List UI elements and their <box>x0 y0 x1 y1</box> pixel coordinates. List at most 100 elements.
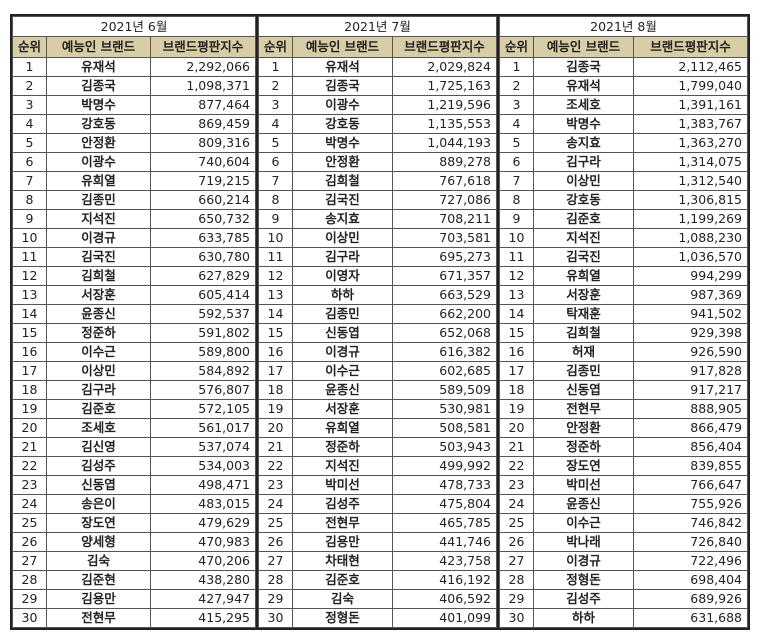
table-row: 9 송지효 708,211 <box>258 209 497 229</box>
brand-name-cell: 이경규 <box>46 228 151 248</box>
brand-name-cell: 이영자 <box>292 266 393 286</box>
table-row: 5 안정환 809,316 <box>12 133 256 153</box>
rank-cell: 12 <box>12 266 47 286</box>
table-row: 5 송지효 1,363,270 <box>499 133 748 153</box>
score-cell: 630,780 <box>150 247 256 267</box>
score-cell: 652,068 <box>392 323 497 343</box>
score-cell: 1,098,371 <box>150 76 256 96</box>
brand-name-cell: 허재 <box>533 342 634 362</box>
score-cell: 719,215 <box>150 171 256 191</box>
brand-name-cell: 신동엽 <box>292 323 393 343</box>
score-cell: 869,459 <box>150 114 256 134</box>
month-title: 2021년 8월 <box>499 16 748 37</box>
brand-name-cell: 이상민 <box>46 361 151 381</box>
rank-cell: 2 <box>258 76 293 96</box>
score-cell: 589,509 <box>392 380 497 400</box>
score-cell: 503,943 <box>392 437 497 457</box>
table-row: 22 김성주 534,003 <box>12 456 256 476</box>
score-cell: 809,316 <box>150 133 256 153</box>
table-row: 8 김국진 727,086 <box>258 190 497 210</box>
rank-cell: 4 <box>258 114 293 134</box>
brand-name-cell: 정준하 <box>533 437 634 457</box>
brand-name-cell: 김국진 <box>46 247 151 267</box>
score-cell: 660,214 <box>150 190 256 210</box>
score-cell: 441,746 <box>392 532 497 552</box>
table-row: 6 김구라 1,314,075 <box>499 152 748 172</box>
table-row: 7 이상민 1,312,540 <box>499 171 748 191</box>
brand-name-cell: 정형돈 <box>533 570 634 590</box>
table-row: 10 이경규 633,785 <box>12 228 256 248</box>
rank-cell: 25 <box>499 513 534 533</box>
score-cell: 633,785 <box>150 228 256 248</box>
brand-name-cell: 유희열 <box>533 266 634 286</box>
score-cell: 572,105 <box>150 399 256 419</box>
table-row: 21 정준하 856,404 <box>499 437 748 457</box>
brand-name-cell: 신동엽 <box>46 475 151 495</box>
rank-cell: 5 <box>12 133 47 153</box>
score-cell: 508,581 <box>392 418 497 438</box>
brand-name-cell: 윤종신 <box>46 304 151 324</box>
brand-name-cell: 윤종신 <box>292 380 393 400</box>
table-row: 18 윤종신 589,509 <box>258 380 497 400</box>
score-header: 브랜드평판지수 <box>150 36 256 58</box>
rank-cell: 17 <box>499 361 534 381</box>
table-row: 11 김국진 630,780 <box>12 247 256 267</box>
score-cell: 592,537 <box>150 304 256 324</box>
score-cell: 888,905 <box>633 399 748 419</box>
month-title: 2021년 7월 <box>258 16 497 37</box>
table-row: 19 서장훈 530,981 <box>258 399 497 419</box>
brand-name-cell: 김용만 <box>46 589 151 609</box>
score-cell: 537,074 <box>150 437 256 457</box>
score-cell: 856,404 <box>633 437 748 457</box>
score-cell: 703,581 <box>392 228 497 248</box>
brand-name-cell: 김국진 <box>292 190 393 210</box>
table-row: 13 서장훈 605,414 <box>12 285 256 305</box>
brand-name-cell: 박명수 <box>292 133 393 153</box>
rank-cell: 5 <box>258 133 293 153</box>
rank-cell: 18 <box>499 380 534 400</box>
score-cell: 929,398 <box>633 323 748 343</box>
brand-name-cell: 하하 <box>533 608 634 628</box>
table-row: 8 김종민 660,214 <box>12 190 256 210</box>
score-cell: 2,029,824 <box>392 57 497 77</box>
brand-name-cell: 김성주 <box>46 456 151 476</box>
rank-cell: 2 <box>499 76 534 96</box>
rank-cell: 19 <box>12 399 47 419</box>
brand-name-cell: 안정환 <box>292 152 393 172</box>
rank-cell: 3 <box>12 95 47 115</box>
brand-name-cell: 탁재훈 <box>533 304 634 324</box>
score-cell: 1,383,767 <box>633 114 748 134</box>
table-row: 26 박나래 726,840 <box>499 532 748 552</box>
rank-cell: 1 <box>12 57 47 77</box>
rank-cell: 28 <box>499 570 534 590</box>
rank-cell: 12 <box>258 266 293 286</box>
rank-cell: 20 <box>12 418 47 438</box>
table-row: 28 김준호 416,192 <box>258 570 497 590</box>
score-cell: 766,647 <box>633 475 748 495</box>
rank-cell: 3 <box>499 95 534 115</box>
table-row: 7 김희철 767,618 <box>258 171 497 191</box>
rank-cell: 25 <box>258 513 293 533</box>
brand-name-cell: 서장훈 <box>533 285 634 305</box>
rank-cell: 23 <box>12 475 47 495</box>
score-cell: 941,502 <box>633 304 748 324</box>
brand-name-cell: 김종국 <box>46 76 151 96</box>
brand-header: 예능인 브랜드 <box>292 36 393 58</box>
table-row: 24 윤종신 755,926 <box>499 494 748 514</box>
score-cell: 1,135,553 <box>392 114 497 134</box>
table-row: 19 김준호 572,105 <box>12 399 256 419</box>
rank-cell: 15 <box>258 323 293 343</box>
rank-cell: 22 <box>12 456 47 476</box>
rank-cell: 20 <box>499 418 534 438</box>
brand-name-cell: 김종국 <box>292 76 393 96</box>
brand-name-cell: 김종국 <box>533 57 634 77</box>
table-row: 16 이수근 589,800 <box>12 342 256 362</box>
table-row: 20 조세호 561,017 <box>12 418 256 438</box>
brand-name-cell: 전현무 <box>533 399 634 419</box>
score-cell: 1,363,270 <box>633 133 748 153</box>
score-cell: 1,314,075 <box>633 152 748 172</box>
table-row: 4 강호동 1,135,553 <box>258 114 497 134</box>
brand-name-cell: 박미선 <box>533 475 634 495</box>
score-cell: 755,926 <box>633 494 748 514</box>
table-row: 16 허재 926,590 <box>499 342 748 362</box>
